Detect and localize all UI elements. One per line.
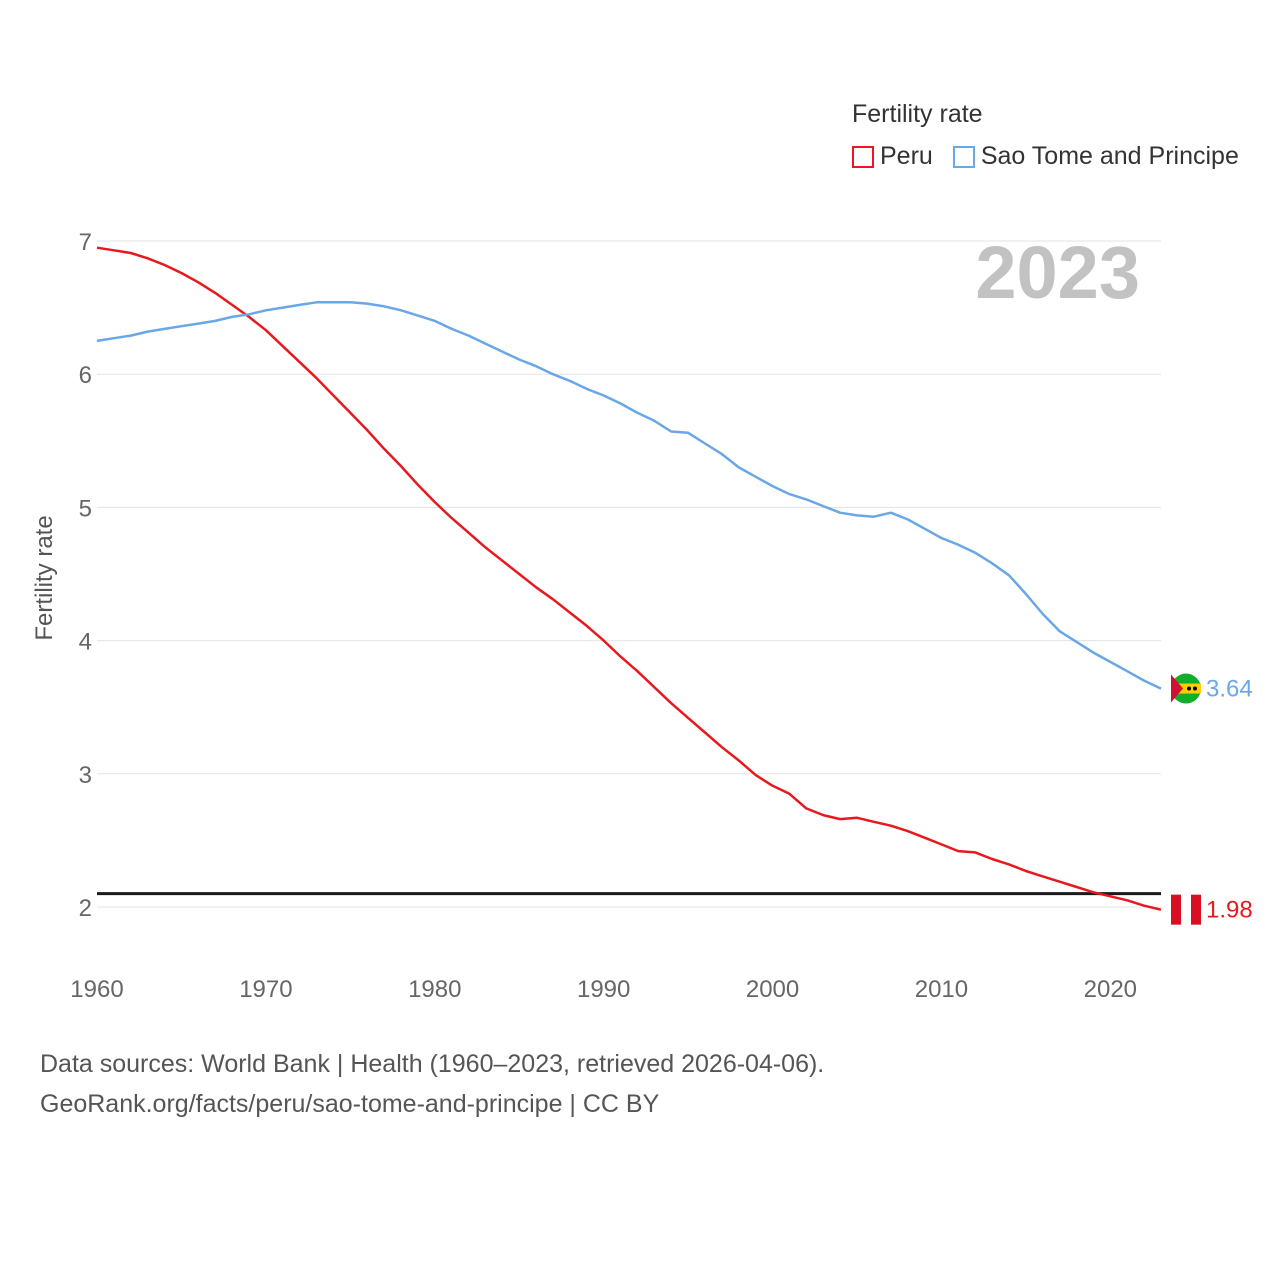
legend-title: Fertility rate <box>852 100 983 128</box>
end-value-label-sao-tome-and-principe: 3.64 <box>1206 676 1253 703</box>
series-line-sao-tome-and-principe <box>96 301 1162 690</box>
end-value-label-peru: 1.98 <box>1206 897 1253 924</box>
y-tick-label-4: 4 <box>79 629 92 656</box>
x-tick-label-1980: 1980 <box>408 976 461 1003</box>
flag-stp-star-1 <box>1187 686 1191 691</box>
y-tick-label-5: 5 <box>79 495 92 522</box>
x-tick-label-1990: 1990 <box>577 976 630 1003</box>
year-label: 2023 <box>975 231 1140 314</box>
y-tick-label-2: 2 <box>79 895 92 922</box>
y-tick-label-7: 7 <box>79 229 92 256</box>
x-tick-label-1960: 1960 <box>70 976 123 1003</box>
end-marker-layer: 1.98 3.64 <box>1171 673 1253 925</box>
y-tick-label-3: 3 <box>79 762 92 789</box>
x-tick-label-2020: 2020 <box>1084 976 1137 1003</box>
series-layer <box>96 246 1162 911</box>
y-tick-label-6: 6 <box>79 362 92 389</box>
series-line-peru <box>96 246 1162 911</box>
legend-label-sao-tome: Sao Tome and Principe <box>980 142 1239 170</box>
flag-stp-triangle <box>1171 674 1183 703</box>
grid-layer <box>97 240 1161 908</box>
legend: Peru Sao Tome and Principe <box>852 142 1259 171</box>
x-tick-label-2010: 2010 <box>915 976 968 1003</box>
flag-peru-left <box>1171 894 1181 925</box>
flag-peru-right <box>1191 894 1201 925</box>
sao-tome-flag-icon <box>1171 673 1201 704</box>
y-axis-label: Fertility rate <box>31 515 58 640</box>
legend-label-peru: Peru <box>880 142 933 170</box>
legend-swatch-sao-tome <box>952 145 975 168</box>
x-tick-label-1970: 1970 <box>239 976 292 1003</box>
x-tick-label-2000: 2000 <box>746 976 799 1003</box>
data-source: Data sources: World Bank | Health (1960–… <box>40 1044 824 1124</box>
source-line-1: Data sources: World Bank | Health (1960–… <box>40 1050 825 1078</box>
legend-swatch-peru <box>852 145 874 168</box>
axis-layer: 2 3 4 5 6 7 1960 1970 1980 1990 2000 2010 2020 <box>70 229 1137 1003</box>
peru-flag-icon <box>1171 894 1201 925</box>
flag-stp-star-2 <box>1193 686 1197 691</box>
source-line-2: GeoRank.org/facts/peru/sao-tome-and-prin… <box>40 1090 660 1118</box>
flag-stp-band <box>1171 683 1201 694</box>
legend-item-sao-tome[interactable]: Sao Tome and Principe <box>952 142 1239 171</box>
legend-item-peru[interactable]: Peru <box>852 142 933 171</box>
